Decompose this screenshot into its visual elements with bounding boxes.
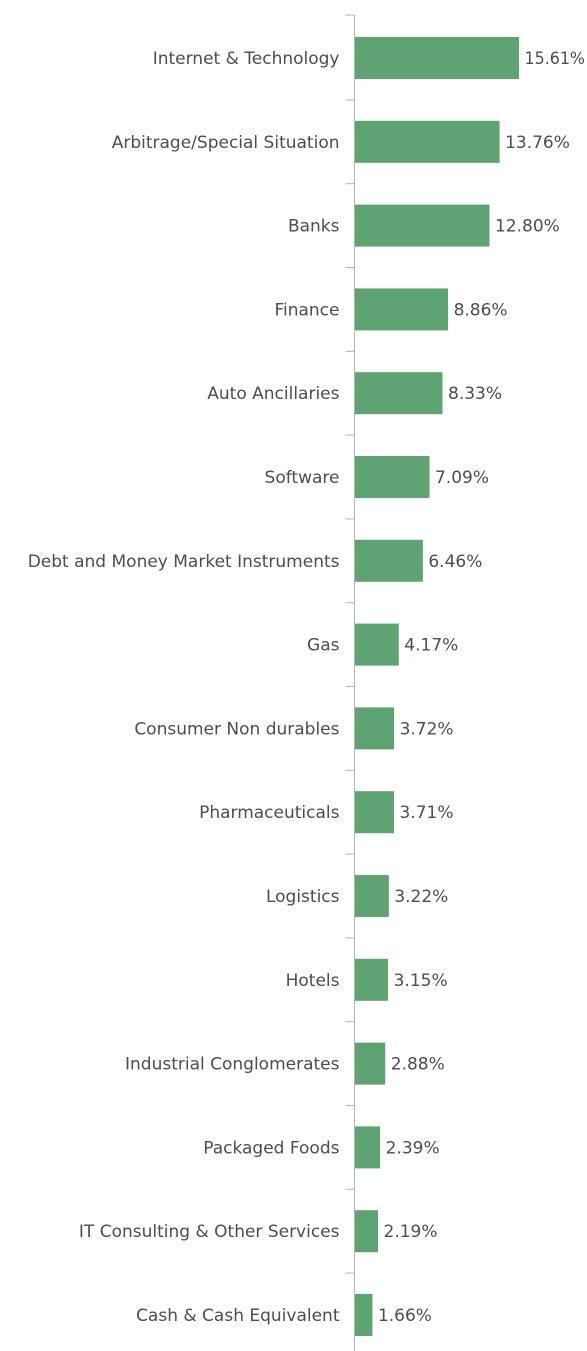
bar	[355, 456, 430, 498]
value-labels: 15.61% 13.76% 12.80% 8.86% 8.33% 7.09% 6.46% 4.…	[378, 49, 585, 1326]
bar	[355, 288, 449, 331]
category-label: Industrial Conglomerates	[125, 1055, 340, 1075]
bar	[355, 707, 395, 750]
category-label: Packaged Foods	[203, 1138, 339, 1158]
bar	[355, 875, 389, 917]
bar	[355, 1042, 386, 1085]
value-label: 2.19%	[384, 1222, 438, 1242]
category-label: Gas	[307, 636, 340, 656]
value-label: 3.71%	[399, 803, 453, 823]
category-label: Banks	[288, 217, 340, 237]
bars	[355, 37, 519, 1336]
category-axis	[345, 14, 355, 1351]
category-label: Pharmaceuticals	[199, 803, 340, 823]
value-label: 15.61%	[525, 49, 586, 69]
category-labels: Internet & Technology Arbitrage/Special S…	[28, 49, 340, 1326]
category-label: Cash & Cash Equivalent	[136, 1306, 340, 1326]
category-label: Software	[265, 468, 340, 488]
bar	[355, 1210, 379, 1253]
value-label: 1.66%	[378, 1306, 432, 1326]
category-label: Debt and Money Market Instruments	[28, 552, 340, 572]
category-label: Finance	[274, 300, 339, 320]
category-label: IT Consulting & Other Services	[79, 1222, 340, 1242]
value-label: 6.46%	[428, 552, 482, 572]
value-label: 8.33%	[448, 384, 502, 404]
category-label: Arbitrage/Special Situation	[112, 133, 340, 153]
value-label: 8.86%	[454, 300, 508, 320]
value-label: 2.88%	[391, 1055, 445, 1075]
category-label: Auto Ancillaries	[207, 384, 339, 404]
value-label: 3.15%	[394, 971, 448, 991]
bar	[355, 539, 423, 582]
bar	[355, 623, 399, 666]
value-label: 3.72%	[400, 719, 454, 739]
bar	[355, 1294, 373, 1336]
bar	[355, 1126, 381, 1169]
value-label: 4.17%	[404, 636, 458, 656]
bar	[355, 372, 443, 415]
value-label: 7.09%	[435, 468, 489, 488]
category-label: Hotels	[286, 971, 340, 991]
bar	[355, 120, 500, 163]
bar	[355, 791, 394, 834]
category-label: Logistics	[266, 887, 340, 907]
category-label: Consumer Non durables	[134, 719, 339, 739]
bar	[355, 37, 519, 79]
category-label: Internet & Technology	[153, 49, 340, 69]
bar	[355, 958, 389, 1001]
value-label: 3.22%	[394, 887, 448, 907]
value-label: 13.76%	[505, 133, 570, 153]
value-label: 2.39%	[386, 1138, 440, 1158]
bar	[355, 204, 490, 247]
value-label: 12.80%	[495, 217, 560, 237]
